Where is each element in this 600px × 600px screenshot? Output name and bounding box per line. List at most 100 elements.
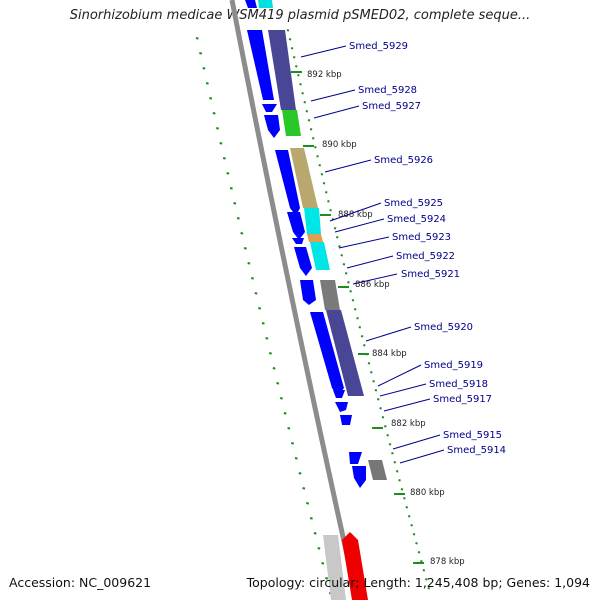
gene-block[interactable] [268,30,296,110]
dot-mark [410,524,413,527]
gene-label[interactable]: Smed_5924 [387,214,446,225]
dot-mark [219,142,223,145]
tick-label: 882 kbp [391,419,426,429]
gene-label[interactable]: Smed_5923 [392,232,451,243]
gene-label[interactable]: Smed_5928 [358,85,417,96]
tick-label: 878 kbp [430,557,465,567]
tick-label: 892 kbp [307,70,342,80]
gene-label[interactable]: Smed_5926 [374,155,433,166]
dot-mark [265,337,269,340]
gene-arrow[interactable] [287,212,305,240]
dot-mark [367,362,371,365]
dot-mark [417,551,421,554]
dot-mark [317,547,321,550]
dot-mark [379,407,382,410]
tick-label: 890 kbp [322,140,357,150]
gene-label[interactable]: Smed_5915 [443,430,502,441]
gene-arrow[interactable] [340,415,352,425]
gene-label[interactable]: Smed_5918 [429,379,488,390]
gene-arrow[interactable] [333,390,345,398]
gene-arrow[interactable] [349,452,362,464]
gene-arrow[interactable] [300,280,316,305]
dot-mark [268,352,272,355]
gene-label[interactable]: Smed_5925 [384,198,443,209]
dot-mark [412,533,416,536]
gene-arrow[interactable] [245,0,257,8]
gene-label[interactable]: Smed_5920 [414,322,473,333]
dot-mark [261,322,265,325]
gene-arrow[interactable] [264,115,280,138]
gene-block[interactable] [323,535,346,600]
gene-block[interactable] [368,460,387,480]
gene-block[interactable] [282,110,301,136]
dot-mark [324,191,328,194]
gene-block[interactable] [258,0,273,8]
dot-mark [222,157,226,160]
dot-mark [233,202,237,205]
dot-mark [272,367,276,370]
dot-mark [205,82,209,85]
dot-mark [372,380,375,383]
leader-line [346,255,394,269]
dot-mark [325,577,329,580]
gene-arrow[interactable] [352,466,366,488]
dot-mark [243,247,247,250]
dot-mark [306,502,310,505]
dot-mark [302,487,306,490]
gene-labels: Smed_5929 Smed_5928 Smed_5927 Smed_5926 … [300,41,506,464]
tick-label: 886 kbp [355,280,390,290]
dot-mark [276,382,280,385]
dot-mark [329,209,332,212]
gene-block[interactable] [307,234,323,242]
dot-mark [403,497,406,500]
dot-mark [258,307,262,310]
dot-mark [313,532,317,535]
gene-block[interactable] [310,242,330,270]
dot-mark [415,542,418,545]
strand-genes [245,0,366,488]
dot-mark [314,146,317,149]
gene-arrow[interactable] [294,247,312,276]
leader-line [399,449,445,464]
gene-label[interactable]: Smed_5914 [447,445,506,456]
gene-arrow[interactable] [292,238,304,244]
dot-mark [202,67,206,70]
dot-mark [294,457,298,460]
gene-arrow[interactable] [262,104,277,112]
gene-label[interactable]: Smed_5921 [401,269,460,280]
coordinate-ticks: 892 kbp 890 kbp 888 kbp 886 kbp 884 kbp … [291,70,465,567]
gene-block[interactable] [326,310,364,396]
gene-label[interactable]: Smed_5929 [349,41,408,52]
leader-line [300,45,347,58]
gene-arrow[interactable] [310,312,344,396]
gene-block[interactable] [320,280,340,310]
dot-mark [398,479,401,482]
gene-block[interactable] [342,532,368,600]
gene-label[interactable]: Smed_5919 [424,360,483,371]
dot-mark [288,38,292,41]
gene-label[interactable]: Smed_5922 [396,251,455,262]
accession-text: Accession: NC_009621 [9,575,152,590]
dot-mark [199,52,203,55]
dotted-guides [195,29,431,595]
gene-label[interactable]: Smed_5927 [362,101,421,112]
dot-mark [349,290,352,293]
dot-mark [292,56,296,59]
leader-line [352,273,398,285]
dot-mark [342,263,346,266]
dot-mark [340,254,344,257]
dot-mark [283,412,287,415]
dot-mark [356,317,359,320]
gene-arrow[interactable] [335,402,348,412]
dot-mark [333,227,337,230]
gene-arrow[interactable] [247,30,274,100]
leader-line [329,202,382,222]
gene-label[interactable]: Smed_5917 [433,394,492,405]
dot-mark [405,506,409,509]
dot-mark [370,371,373,374]
gene-block[interactable] [290,148,318,208]
dot-mark [338,245,341,248]
gene-block[interactable] [304,208,321,234]
gene-arrow[interactable] [275,150,300,216]
